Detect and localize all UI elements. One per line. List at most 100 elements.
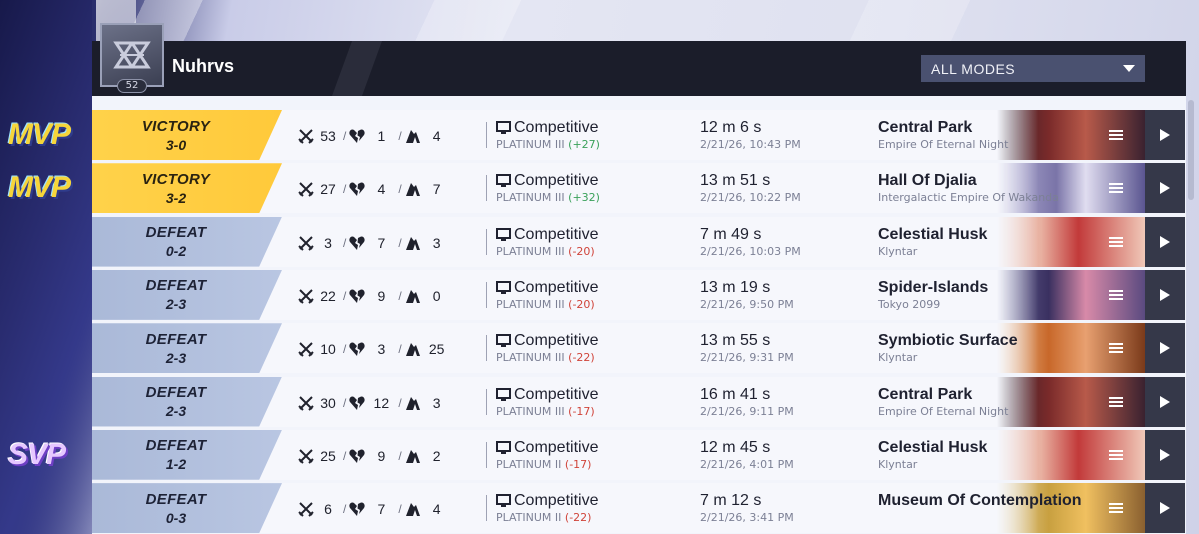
match-row[interactable]: DEFEAT 0-3 6 / 7 / 4	[92, 483, 1185, 534]
rank-info: PLATINUM III (-20)	[496, 245, 598, 258]
result-label: DEFEAT	[145, 384, 207, 401]
match-row[interactable]: DEFEAT 1-2 25 / 9 / 2	[92, 429, 1185, 480]
replay-button[interactable]	[1145, 110, 1185, 160]
map-region: Klyntar	[878, 351, 918, 365]
match-date: 2/21/26, 3:41 PM	[700, 511, 794, 525]
menu-icon[interactable]	[1107, 499, 1125, 517]
crossed-swords-icon	[298, 129, 314, 144]
play-icon	[1160, 182, 1170, 195]
match-result: VICTORY 3-0	[92, 110, 282, 160]
play-icon	[1160, 395, 1170, 408]
menu-icon[interactable]	[1107, 446, 1125, 464]
player-name: Nuhrvs	[172, 56, 235, 76]
map-region: Empire Of Eternal Night	[878, 138, 1009, 151]
replay-button[interactable]	[1145, 429, 1185, 480]
mode-name: Competitive	[514, 438, 599, 456]
monitor-icon	[496, 440, 511, 454]
broken-heart-icon	[349, 502, 365, 517]
menu-icon[interactable]	[1107, 126, 1125, 144]
rank-info: PLATINUM III (-22)	[496, 351, 598, 364]
rank-info: PLATINUM III (+32)	[496, 191, 600, 204]
map-name: Museum Of Contemplation	[878, 492, 1082, 510]
result-label: DEFEAT	[145, 437, 207, 455]
match-row[interactable]: VICTORY 3-0 53 / 1 / 4	[92, 110, 1185, 160]
kills-count: 22	[320, 287, 336, 304]
match-row[interactable]: VICTORY 3-2 27 / 4 / 7	[92, 163, 1185, 214]
match-duration: 7 m 12 s	[700, 492, 762, 510]
broken-heart-icon	[349, 449, 365, 463]
map-info: Central Park Empire Of Eternal Night	[878, 119, 1008, 151]
map-name: Hall Of Djalia	[878, 172, 977, 190]
monitor-icon	[496, 174, 511, 188]
match-result: DEFEAT 0-2	[92, 216, 282, 267]
menu-icon[interactable]	[1107, 286, 1125, 304]
assists-count: 4	[432, 501, 441, 518]
broken-heart-icon	[349, 289, 365, 303]
rank-delta: (+32)	[568, 191, 600, 205]
avatar[interactable]	[100, 23, 164, 87]
kda-stats: 3 / 7 / 3	[297, 233, 452, 253]
match-row[interactable]: DEFEAT 2-3 10 / 3 / 25	[92, 323, 1185, 374]
mode-filter-label: ALL MODES	[931, 60, 1016, 77]
chevron-down-icon	[1123, 65, 1135, 72]
menu-icon[interactable]	[1107, 233, 1125, 251]
replay-button[interactable]	[1145, 483, 1185, 534]
crossed-swords-icon	[298, 342, 314, 357]
kda-stats: 27 / 4 / 7	[297, 179, 452, 199]
assist-hand-icon	[405, 396, 420, 410]
map-region: Intergalactic Empire Of Wakanda	[878, 191, 1059, 205]
replay-button[interactable]	[1145, 376, 1185, 427]
crossed-swords-icon	[298, 289, 314, 304]
rank-delta: (-17)	[568, 404, 595, 418]
rank-info: PLATINUM III (-17)	[496, 405, 598, 418]
game-mode: Competitive PLATINUM III (-17)	[496, 386, 598, 418]
broken-heart-icon	[349, 342, 365, 357]
match-result: DEFEAT 2-3	[92, 323, 282, 374]
assists-count: 0	[432, 287, 441, 304]
assist-hand-icon	[405, 343, 420, 357]
rank-info: PLATINUM III (+27)	[496, 138, 600, 151]
map-region: Tokyo 2099	[878, 297, 941, 311]
play-icon	[1160, 342, 1170, 355]
monitor-icon	[496, 280, 511, 294]
menu-icon[interactable]	[1107, 339, 1125, 357]
match-date: 2/21/26, 4:01 PM	[700, 457, 794, 471]
match-time: 16 m 41 s 2/21/26, 9:11 PM	[700, 386, 794, 418]
result-score: 2-3	[165, 403, 187, 419]
rank-info: PLATINUM II (-22)	[496, 511, 598, 524]
replay-button[interactable]	[1145, 323, 1185, 374]
menu-icon[interactable]	[1107, 179, 1125, 197]
play-icon	[1160, 129, 1170, 141]
match-time: 12 m 45 s 2/21/26, 4:01 PM	[700, 439, 794, 471]
match-row[interactable]: DEFEAT 2-3 22 / 9 / 0	[92, 269, 1185, 320]
menu-icon[interactable]	[1107, 393, 1125, 411]
match-result: DEFEAT 0-3	[92, 483, 282, 534]
match-date: 2/21/26, 10:43 PM	[700, 138, 801, 151]
mode-name: Competitive	[514, 385, 599, 403]
match-date: 2/21/26, 10:03 PM	[700, 244, 801, 258]
game-mode: Competitive PLATINUM II (-17)	[496, 439, 598, 471]
avatar-logo-icon	[113, 41, 151, 69]
broken-heart-icon	[349, 129, 365, 143]
result-score: 0-2	[165, 243, 187, 260]
assists-count: 3	[432, 234, 441, 251]
deaths-count: 7	[377, 501, 386, 518]
replay-button[interactable]	[1145, 163, 1185, 214]
mvp-badge: MVP	[8, 118, 71, 151]
match-row[interactable]: DEFEAT 0-2 3 / 7 / 3	[92, 216, 1185, 267]
mode-filter-dropdown[interactable]: ALL MODES	[921, 55, 1145, 82]
map-name: Spider-Islands	[878, 278, 989, 296]
rank-delta: (-20)	[568, 244, 595, 258]
match-row[interactable]: DEFEAT 2-3 30 / 12 / 3	[92, 376, 1185, 427]
replay-button[interactable]	[1145, 216, 1185, 267]
replay-button[interactable]	[1145, 269, 1185, 320]
rank-name: PLATINUM III	[496, 351, 565, 365]
game-mode: Competitive PLATINUM III (+32)	[496, 172, 600, 204]
rank-name: PLATINUM III	[496, 244, 565, 258]
assist-hand-icon	[405, 503, 420, 517]
crossed-swords-icon	[298, 235, 314, 251]
play-icon	[1160, 235, 1170, 248]
scrollbar[interactable]	[1188, 100, 1194, 200]
match-result: DEFEAT 2-3	[92, 376, 282, 427]
game-mode: Competitive PLATINUM III (-22)	[496, 332, 598, 364]
